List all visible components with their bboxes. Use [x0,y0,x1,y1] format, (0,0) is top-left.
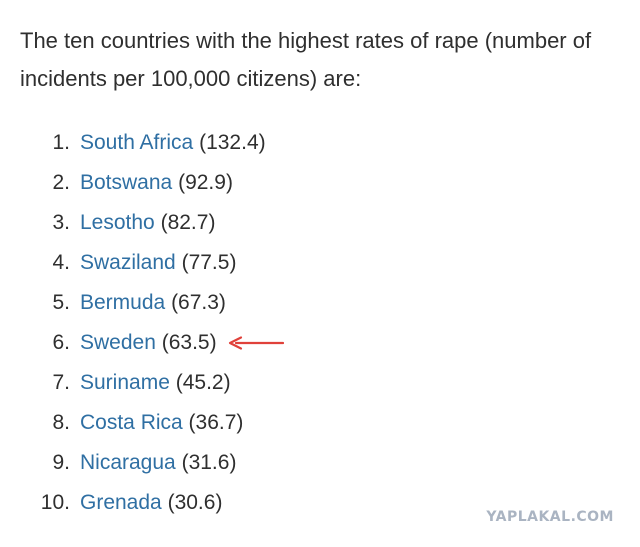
list-item: 2. Botswana (92.9) [0,163,284,203]
rate-value: (63.5) [161,331,217,354]
list-item: 5. Bermuda (67.3) [0,283,284,323]
rank-number: 8. [52,411,70,434]
rank-number: 6. [52,331,70,354]
red-arrow-left-icon [229,336,285,351]
rate-value: (82.7) [160,211,216,234]
rank-number: 9. [52,451,70,474]
country-link-sweden[interactable]: Sweden [80,331,156,354]
rank-number: 4. [52,251,70,274]
site-watermark: YAPLAKAL.COM [486,509,614,525]
rate-value: (30.6) [167,491,223,514]
rate-value: (45.2) [175,371,231,394]
rank-number: 2. [52,171,70,194]
list-item: 10. Grenada (30.6) [0,483,284,523]
intro-paragraph: The ten countries with the highest rates… [20,28,592,91]
rank-number: 5. [52,291,70,314]
country-link-botswana[interactable]: Botswana [80,171,173,194]
country-ranking-list: 1. South Africa (132.4) 2. Botswana (92.9)… [0,123,285,523]
country-link-south-africa[interactable]: South Africa [80,131,194,154]
country-link-grenada[interactable]: Grenada [80,491,162,514]
list-item: 7. Suriname (45.2) [0,363,284,403]
country-link-suriname[interactable]: Suriname [80,371,170,394]
country-link-lesotho[interactable]: Lesotho [80,211,155,234]
rank-number: 3. [52,211,70,234]
rank-number: 7. [52,371,70,394]
country-link-swaziland[interactable]: Swaziland [80,251,176,274]
country-link-bermuda[interactable]: Bermuda [80,291,166,314]
rate-value: (92.9) [178,171,233,194]
list-item: 8. Costa Rica (36.7) [0,403,284,443]
country-link-nicaragua[interactable]: Nicaragua [80,451,176,474]
list-item: 1. South Africa (132.4) [0,123,284,163]
rate-value: (36.7) [188,411,244,434]
country-link-costa-rica[interactable]: Costa Rica [80,411,183,434]
rate-value: (31.6) [181,451,237,474]
rate-value: (67.3) [171,291,226,314]
rank-number: 1. [52,131,70,154]
list-item: 9. Nicaragua (31.6) [0,443,284,483]
rank-number: 10. [40,491,70,514]
list-item: 3. Lesotho (82.7) [0,203,284,243]
rate-value: (132.4) [199,131,266,154]
list-item: 4. Swaziland (77.5) [0,243,284,283]
rate-value: (77.5) [181,251,237,274]
list-item: 6. Sweden (63.5) [0,323,285,363]
